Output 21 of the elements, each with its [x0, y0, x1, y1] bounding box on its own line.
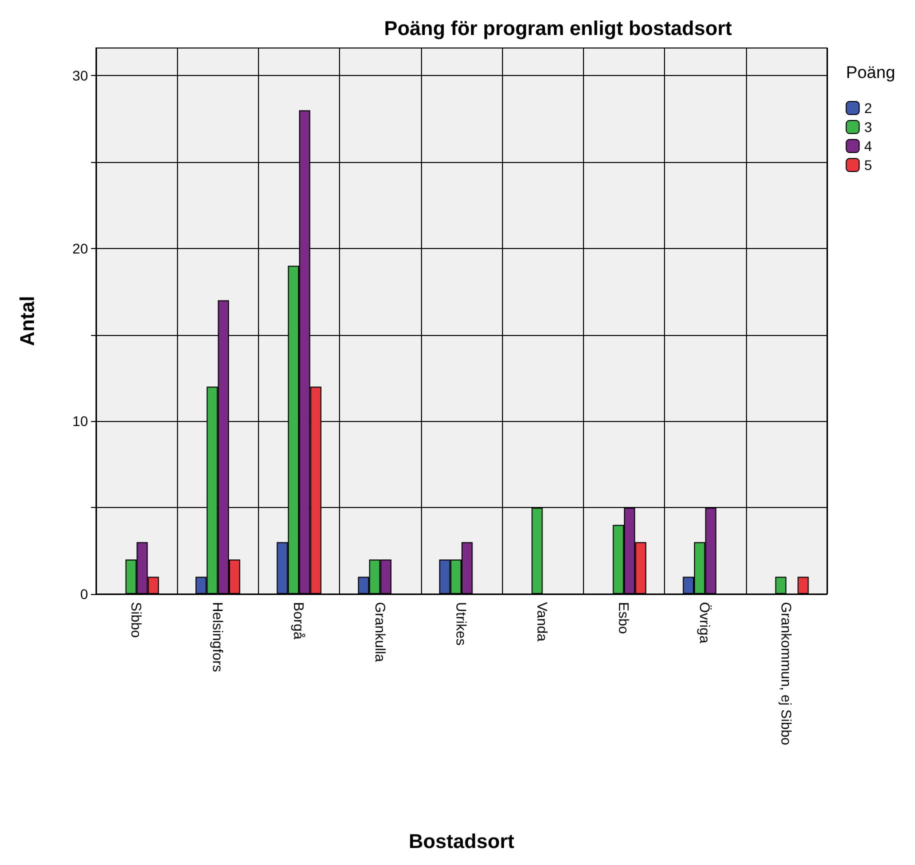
- x-tick-label: Helsingfors: [210, 602, 226, 672]
- x-tick-label: Vanda: [534, 602, 551, 642]
- legend-title: Poäng: [846, 63, 896, 82]
- x-tick-label: Övriga: [697, 602, 714, 644]
- y-tick-label: 20: [72, 240, 88, 256]
- chart-title: Poäng för program enligt bostadsort: [384, 18, 732, 40]
- y-axis-title: Antal: [17, 296, 39, 346]
- x-tick-label: Esbo: [616, 602, 632, 634]
- x-tick-label: Grankulla: [372, 602, 388, 662]
- legend-label: 5: [864, 157, 872, 173]
- y-tick-label: 0: [80, 586, 88, 602]
- legend-label: 4: [864, 138, 872, 154]
- x-tick-label: Grankommun, ej Sibbo: [778, 602, 794, 746]
- y-tick-label: 10: [72, 413, 88, 430]
- legend-label: 2: [864, 100, 872, 116]
- x-tick-label: Borgå: [291, 602, 308, 640]
- x-tick-label: Utrikes: [454, 602, 470, 646]
- y-tick-label: 30: [72, 68, 88, 84]
- legend-label: 3: [864, 119, 872, 135]
- x-tick-label: Sibbo: [128, 602, 145, 638]
- x-axis-title: Bostadsort: [408, 831, 515, 853]
